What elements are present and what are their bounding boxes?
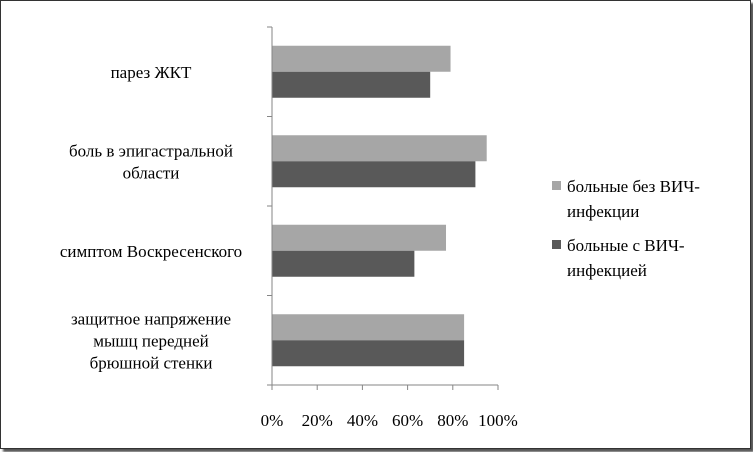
legend: больные без ВИЧ-инфекции больные с ВИЧ-ин… [552,177,700,280]
bar-without-hiv [272,224,447,251]
x-tick-label: 60% [392,411,423,430]
legend-swatch [552,240,561,249]
bar-with-hiv [272,340,465,367]
legend-label: больные без ВИЧ-инфекции [567,177,700,221]
bar-without-hiv [272,135,487,162]
bar-with-hiv [272,71,431,98]
category-labels: парез ЖКТ боль в эпигастральной области сим… [60,63,242,373]
bar-without-hiv [272,45,451,72]
category-label: симптом Воскресенского [60,242,242,261]
x-tick-labels: 0% 20% 40% 60% 80% 100% [261,411,518,430]
x-tick-label: 100% [478,411,518,430]
axes-group [267,26,499,390]
x-tick-label: 40% [347,411,378,430]
x-tick-label: 0% [261,411,284,430]
x-tick-label: 20% [302,411,333,430]
legend-label: больные с ВИЧ-инфекцией [567,236,685,280]
bar-with-hiv [272,161,476,188]
category-label: защитное напряжение мышц передней брюшной … [71,309,231,372]
category-label: боль в эпигастральной области [69,141,233,182]
bar-without-hiv [272,314,465,341]
bars-group [272,45,487,367]
bar-with-hiv [272,250,415,277]
legend-swatch [552,181,561,190]
category-label: парез ЖКТ [111,63,192,82]
x-tick-label: 80% [437,411,468,430]
